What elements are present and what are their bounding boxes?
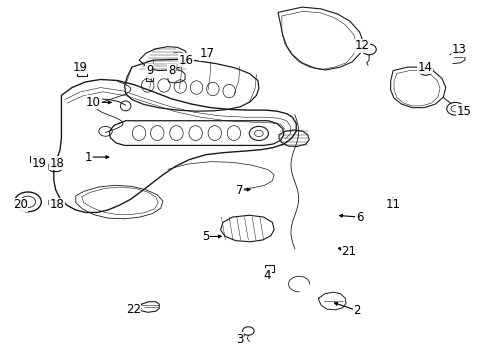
Text: 15: 15 (456, 105, 470, 118)
Text: 22: 22 (125, 303, 141, 316)
Text: 11: 11 (385, 198, 400, 211)
Text: 9: 9 (145, 64, 153, 77)
Text: 18: 18 (49, 157, 64, 170)
Text: 13: 13 (451, 43, 466, 56)
Text: 10: 10 (86, 96, 101, 109)
Text: 19: 19 (73, 60, 88, 73)
Text: 5: 5 (202, 230, 209, 243)
Text: 3: 3 (236, 333, 243, 346)
Text: 19: 19 (32, 157, 47, 170)
Text: 14: 14 (416, 60, 431, 73)
Text: 4: 4 (263, 269, 271, 282)
Text: 1: 1 (85, 150, 92, 163)
Text: 6: 6 (355, 211, 363, 224)
Text: 12: 12 (354, 40, 368, 53)
Text: 16: 16 (178, 54, 193, 67)
Text: 2: 2 (353, 304, 360, 317)
Text: 18: 18 (49, 198, 64, 211)
Text: 20: 20 (13, 198, 28, 211)
Text: 21: 21 (341, 245, 356, 258)
Text: 7: 7 (236, 184, 243, 197)
Text: 17: 17 (199, 47, 214, 60)
Text: 8: 8 (167, 64, 175, 77)
